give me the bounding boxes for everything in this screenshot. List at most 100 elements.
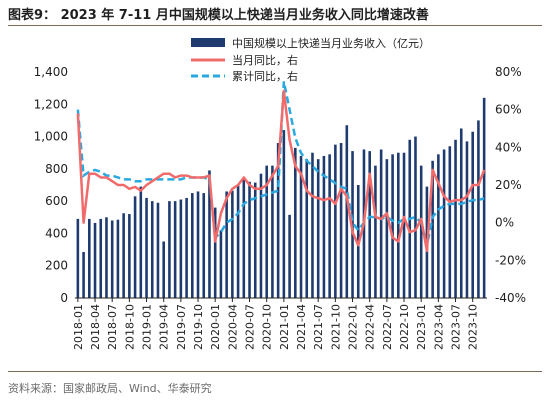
bar-14 [156, 202, 160, 298]
right-tick-label: -40% [495, 291, 526, 305]
x-tick-label: 2020-10 [261, 304, 274, 350]
bar-33 [265, 165, 268, 298]
x-tick-label: 2022-01 [347, 304, 360, 350]
bar-23 [208, 170, 211, 298]
bar-series [76, 97, 486, 299]
bar-41 [311, 152, 314, 298]
legend-label-cumulative: 累计同比，右 [232, 69, 298, 83]
bar-68 [465, 141, 469, 298]
right-tick-label: -20% [495, 253, 526, 267]
bar-51 [368, 151, 371, 298]
x-tick-label: 2022-04 [364, 304, 377, 350]
bar-16 [168, 201, 171, 298]
bar-30 [248, 181, 251, 298]
bar-59 [414, 136, 417, 298]
bar-67 [459, 128, 463, 298]
bar-1 [82, 251, 85, 298]
right-tick-label: 20% [495, 178, 522, 192]
bar-39 [299, 155, 303, 298]
x-tick-label: 2019-10 [192, 304, 205, 350]
bar-52 [374, 165, 377, 298]
right-tick-label: 80% [495, 65, 522, 79]
left-tick-label: 200 [45, 259, 68, 273]
bar-35 [276, 143, 280, 298]
bar-46 [339, 143, 343, 298]
line-series [76, 81, 486, 253]
x-tick-label: 2021-01 [278, 304, 291, 350]
bar-38 [294, 147, 297, 298]
left-tick-label: 1,000 [34, 130, 68, 144]
bar-29 [242, 177, 246, 298]
x-tick-label: 2021-10 [329, 304, 342, 350]
bar-47 [345, 125, 349, 299]
bar-43 [322, 155, 326, 298]
x-tick-label: 2023-01 [415, 304, 428, 350]
left-tick-label: 0 [60, 291, 68, 305]
left-tick-label: 1,400 [34, 65, 68, 79]
right-tick-label: 40% [495, 140, 522, 154]
x-tick-label: 2019-04 [158, 304, 171, 350]
source-note: 资料来源：国家邮政局、Wind、华泰研究 [8, 382, 212, 395]
bar-70 [477, 120, 480, 299]
left-tick-label: 400 [45, 226, 68, 240]
x-tick-label: 2020-01 [209, 304, 222, 350]
bar-36 [282, 130, 286, 298]
x-tick-label: 2018-10 [123, 304, 136, 350]
bar-56 [397, 152, 400, 298]
bar-24 [213, 207, 217, 298]
bar-65 [448, 146, 452, 298]
bar-66 [454, 139, 457, 298]
bar-64 [442, 149, 446, 298]
bar-54 [385, 159, 389, 298]
x-tick-label: 2023-04 [432, 304, 445, 350]
bar-44 [328, 154, 331, 298]
x-tick-label: 2019-01 [141, 304, 154, 350]
x-tick-label: 2022-07 [381, 304, 394, 350]
bar-17 [173, 201, 177, 298]
bar-26 [225, 191, 228, 298]
right-tick-label: 0% [495, 216, 514, 230]
x-tick-label: 2022-10 [398, 304, 411, 350]
bar-40 [305, 159, 309, 298]
bar-9 [128, 214, 131, 298]
cumulative-yoy-line [76, 81, 485, 246]
monthly-yoy-line [76, 89, 486, 253]
left-tick-label: 600 [45, 194, 68, 208]
right-tick-label: 60% [495, 103, 522, 117]
bar-7 [116, 219, 120, 298]
legend-label-monthly: 当月同比，右 [232, 53, 298, 67]
bar-5 [105, 217, 108, 298]
bar-63 [437, 154, 440, 298]
legend-swatch-bar [191, 38, 225, 47]
x-tick-label: 2020-07 [244, 304, 257, 350]
bar-27 [231, 190, 234, 298]
x-tick-label: 2018-04 [89, 304, 102, 350]
source-divider [8, 371, 542, 372]
x-tick-label: 2018-01 [72, 304, 85, 350]
bar-13 [150, 201, 154, 298]
x-tick-label: 2023-07 [450, 304, 463, 350]
bar-28 [236, 185, 240, 298]
bar-22 [202, 193, 206, 298]
bar-71 [482, 97, 486, 298]
bar-21 [196, 191, 200, 298]
bar-15 [162, 241, 165, 298]
bar-19 [185, 197, 188, 298]
bar-10 [133, 196, 137, 298]
bar-42 [316, 159, 320, 298]
bar-69 [471, 131, 474, 298]
bar-8 [122, 213, 125, 298]
left-tick-label: 800 [45, 162, 68, 176]
left-tick-label: 1,200 [34, 97, 68, 111]
chart-title: 图表9： 2023 年 7-11 月中国规模以上快递当月业务收入同比增速改善 [8, 8, 429, 23]
chart-legend: 中国规模以上快递当月业务收入（亿元） 当月同比，右 累计同比，右 [191, 36, 430, 83]
bar-53 [379, 149, 383, 298]
legend-label-bar: 中国规模以上快递当月业务收入（亿元） [232, 36, 430, 50]
bar-55 [391, 154, 394, 298]
bar-4 [99, 218, 103, 298]
x-tick-label: 2021-04 [295, 304, 308, 350]
bar-18 [179, 199, 183, 298]
x-tick-label: 2018-07 [106, 304, 119, 350]
bar-32 [259, 173, 263, 298]
